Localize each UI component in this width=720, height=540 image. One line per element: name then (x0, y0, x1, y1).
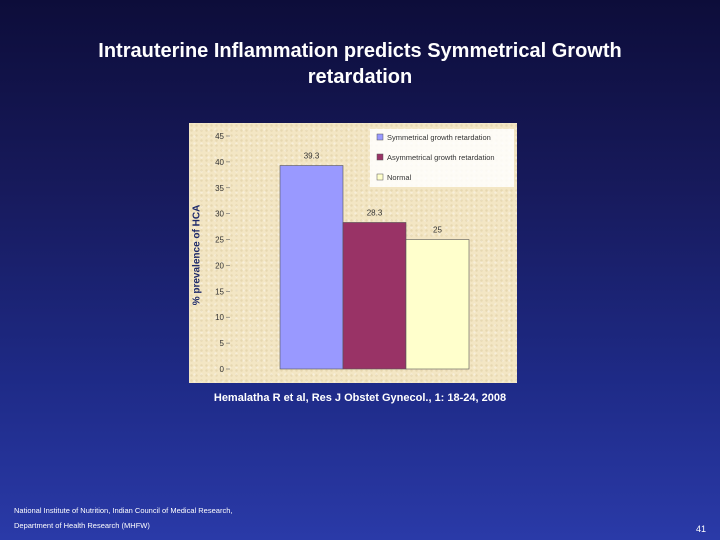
bar-2 (342, 222, 407, 370)
footer: National Institute of Nutrition, Indian … (14, 503, 232, 533)
y-tick-label: 20 (215, 261, 224, 270)
y-tick-label: 35 (215, 184, 224, 193)
legend-label-2: Asymmetrical growth retardation (387, 153, 495, 162)
page-number: 41 (695, 524, 706, 534)
bar-2-value-label: 28.3 (367, 208, 383, 217)
bar-3-value-label: 25 (433, 226, 442, 235)
footer-line-2: Department of Health Research (MHFW) (14, 521, 150, 530)
y-tick-label: 10 (215, 313, 224, 322)
legend-label-1: Symmetrical growth retardation (387, 133, 491, 142)
y-tick-label: 25 (215, 236, 224, 245)
legend-swatch-3 (376, 173, 384, 181)
y-tick-label: 5 (220, 339, 225, 348)
bar-1-value-label: 39.3 (304, 152, 320, 161)
y-tick-label: 15 (215, 287, 224, 296)
y-tick-label: 30 (215, 210, 224, 219)
y-tick-label: 45 (215, 132, 224, 141)
y-tick-label: 40 (215, 158, 224, 167)
legend-box (370, 129, 514, 187)
bar-1 (279, 165, 344, 370)
legend-label-3: Normal (387, 173, 412, 182)
citation: Hemalatha R et al, Res J Obstet Gynecol.… (213, 392, 507, 404)
y-tick-label: 0 (220, 365, 225, 374)
legend-swatch-2 (376, 153, 384, 161)
legend-swatch-1 (376, 133, 384, 141)
bar-3 (405, 239, 470, 370)
y-axis-label: % prevalence of HCA (191, 204, 203, 306)
footer-line-1: National Institute of Nutrition, Indian … (14, 506, 233, 515)
slide-title: Intrauterine Inflammation predicts Symme… (98, 40, 622, 88)
